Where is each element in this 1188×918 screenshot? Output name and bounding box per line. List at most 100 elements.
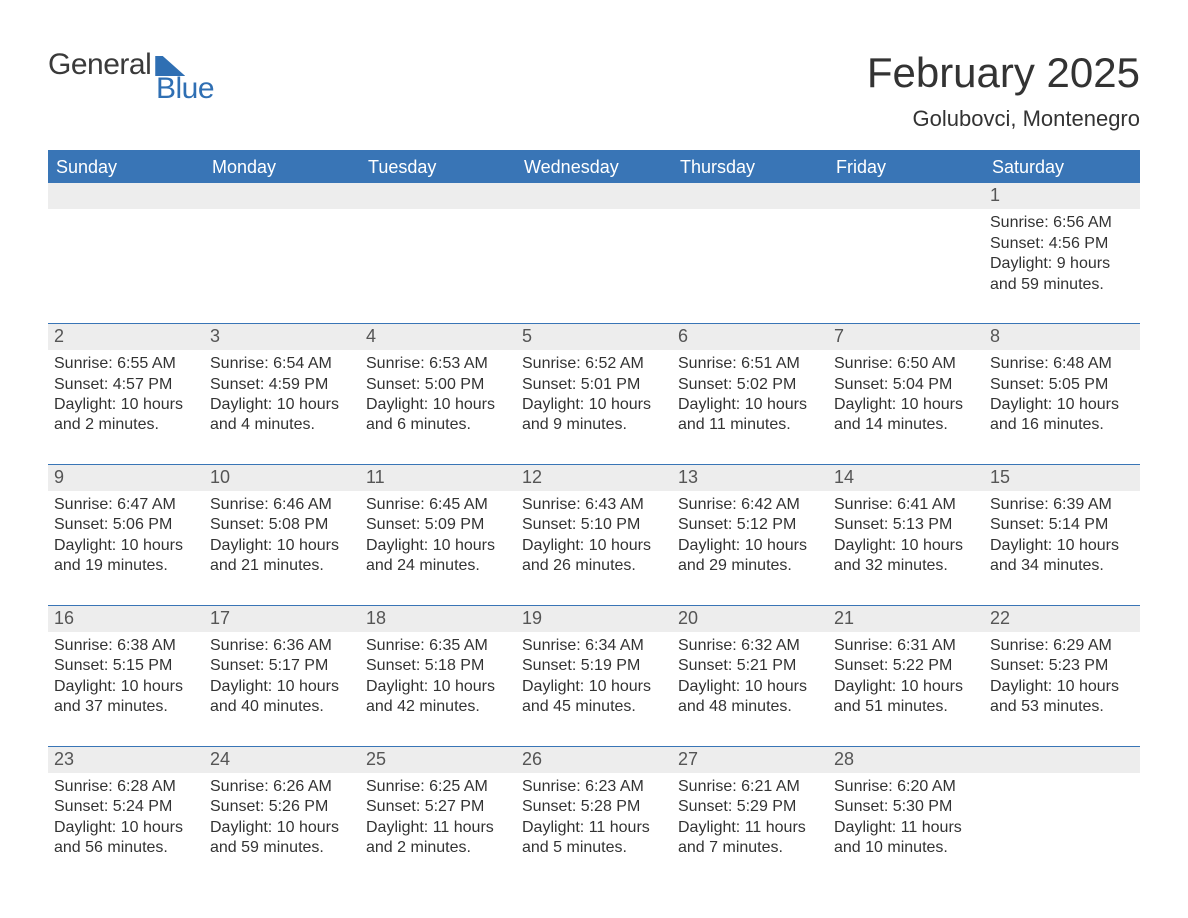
daylight-text: Daylight: 10 hours and 9 minutes. [522, 395, 666, 436]
day-detail-cell: Sunrise: 6:20 AMSunset: 5:30 PMDaylight:… [828, 773, 984, 867]
calendar-table: Sunday Monday Tuesday Wednesday Thursday… [48, 150, 1140, 866]
day-number-cell: 22 [984, 606, 1140, 632]
day-number-row: 1 [48, 183, 1140, 209]
day-number-cell: 26 [516, 747, 672, 773]
daylight-text: Daylight: 10 hours and 34 minutes. [990, 536, 1134, 577]
dow-sunday: Sunday [48, 151, 204, 183]
day-number-cell: 1 [984, 183, 1140, 209]
day-detail-cell: Sunrise: 6:51 AMSunset: 5:02 PMDaylight:… [672, 350, 828, 464]
daylight-text: Daylight: 11 hours and 5 minutes. [522, 818, 666, 859]
sunset-text: Sunset: 5:17 PM [210, 656, 354, 676]
sunrise-text: Sunrise: 6:34 AM [522, 636, 666, 656]
day-number-cell: 17 [204, 606, 360, 632]
sunrise-text: Sunrise: 6:26 AM [210, 777, 354, 797]
day-number-cell: 11 [360, 465, 516, 491]
day-number-cell: 20 [672, 606, 828, 632]
day-detail-cell: Sunrise: 6:52 AMSunset: 5:01 PMDaylight:… [516, 350, 672, 464]
day-number-cell: 12 [516, 465, 672, 491]
sunset-text: Sunset: 4:59 PM [210, 375, 354, 395]
day-detail-cell: Sunrise: 6:54 AMSunset: 4:59 PMDaylight:… [204, 350, 360, 464]
sunrise-text: Sunrise: 6:52 AM [522, 354, 666, 374]
sunset-text: Sunset: 5:09 PM [366, 515, 510, 535]
sunrise-text: Sunrise: 6:47 AM [54, 495, 198, 515]
calendar-body: 1Sunrise: 6:56 AMSunset: 4:56 PMDaylight… [48, 183, 1140, 866]
day-detail-row: Sunrise: 6:38 AMSunset: 5:15 PMDaylight:… [48, 632, 1140, 746]
title-block: February 2025 Golubovci, Montenegro [867, 50, 1140, 132]
day-number-cell: 25 [360, 747, 516, 773]
logo-text-general: General [48, 50, 151, 80]
day-detail-cell: Sunrise: 6:38 AMSunset: 5:15 PMDaylight:… [48, 632, 204, 746]
day-number-cell [360, 183, 516, 209]
day-detail-cell: Sunrise: 6:23 AMSunset: 5:28 PMDaylight:… [516, 773, 672, 867]
sunrise-text: Sunrise: 6:41 AM [834, 495, 978, 515]
sunset-text: Sunset: 5:15 PM [54, 656, 198, 676]
daylight-text: Daylight: 10 hours and 24 minutes. [366, 536, 510, 577]
sunrise-text: Sunrise: 6:32 AM [678, 636, 822, 656]
sunset-text: Sunset: 5:24 PM [54, 797, 198, 817]
day-number-cell: 4 [360, 324, 516, 350]
logo: General Blue [48, 50, 214, 104]
daylight-text: Daylight: 10 hours and 6 minutes. [366, 395, 510, 436]
sunset-text: Sunset: 4:57 PM [54, 375, 198, 395]
sunrise-text: Sunrise: 6:50 AM [834, 354, 978, 374]
day-number-cell: 3 [204, 324, 360, 350]
daylight-text: Daylight: 10 hours and 59 minutes. [210, 818, 354, 859]
day-number-cell: 15 [984, 465, 1140, 491]
day-detail-cell: Sunrise: 6:50 AMSunset: 5:04 PMDaylight:… [828, 350, 984, 464]
sunset-text: Sunset: 5:19 PM [522, 656, 666, 676]
day-number-cell: 10 [204, 465, 360, 491]
day-detail-cell: Sunrise: 6:43 AMSunset: 5:10 PMDaylight:… [516, 491, 672, 605]
daylight-text: Daylight: 10 hours and 45 minutes. [522, 677, 666, 718]
day-detail-row: Sunrise: 6:55 AMSunset: 4:57 PMDaylight:… [48, 350, 1140, 464]
header: General Blue February 2025 Golubovci, Mo… [48, 50, 1140, 132]
sunset-text: Sunset: 5:01 PM [522, 375, 666, 395]
day-detail-cell: Sunrise: 6:41 AMSunset: 5:13 PMDaylight:… [828, 491, 984, 605]
daylight-text: Daylight: 10 hours and 11 minutes. [678, 395, 822, 436]
dow-monday: Monday [204, 151, 360, 183]
day-detail-cell: Sunrise: 6:32 AMSunset: 5:21 PMDaylight:… [672, 632, 828, 746]
sunrise-text: Sunrise: 6:43 AM [522, 495, 666, 515]
day-detail-cell [360, 209, 516, 323]
dow-wednesday: Wednesday [516, 151, 672, 183]
day-number-cell [204, 183, 360, 209]
location: Golubovci, Montenegro [867, 106, 1140, 132]
day-detail-row: Sunrise: 6:47 AMSunset: 5:06 PMDaylight:… [48, 491, 1140, 605]
sunrise-text: Sunrise: 6:53 AM [366, 354, 510, 374]
day-number-cell: 27 [672, 747, 828, 773]
daylight-text: Daylight: 10 hours and 56 minutes. [54, 818, 198, 859]
day-number-cell: 2 [48, 324, 204, 350]
sunrise-text: Sunrise: 6:36 AM [210, 636, 354, 656]
daylight-text: Daylight: 10 hours and 19 minutes. [54, 536, 198, 577]
daylight-text: Daylight: 10 hours and 21 minutes. [210, 536, 354, 577]
sunrise-text: Sunrise: 6:31 AM [834, 636, 978, 656]
daylight-text: Daylight: 10 hours and 42 minutes. [366, 677, 510, 718]
sunset-text: Sunset: 5:05 PM [990, 375, 1134, 395]
daylight-text: Daylight: 10 hours and 29 minutes. [678, 536, 822, 577]
day-number-cell: 7 [828, 324, 984, 350]
dow-friday: Friday [828, 151, 984, 183]
day-detail-cell [48, 209, 204, 323]
day-detail-cell: Sunrise: 6:42 AMSunset: 5:12 PMDaylight:… [672, 491, 828, 605]
sunset-text: Sunset: 5:23 PM [990, 656, 1134, 676]
sunset-text: Sunset: 5:04 PM [834, 375, 978, 395]
day-number-cell: 16 [48, 606, 204, 632]
day-number-cell: 18 [360, 606, 516, 632]
day-number-cell: 13 [672, 465, 828, 491]
sunset-text: Sunset: 5:28 PM [522, 797, 666, 817]
sunset-text: Sunset: 4:56 PM [990, 234, 1134, 254]
sunrise-text: Sunrise: 6:21 AM [678, 777, 822, 797]
day-number-cell [516, 183, 672, 209]
dow-saturday: Saturday [984, 151, 1140, 183]
day-detail-row: Sunrise: 6:56 AMSunset: 4:56 PMDaylight:… [48, 209, 1140, 323]
day-detail-cell: Sunrise: 6:48 AMSunset: 5:05 PMDaylight:… [984, 350, 1140, 464]
sunset-text: Sunset: 5:26 PM [210, 797, 354, 817]
daylight-text: Daylight: 10 hours and 2 minutes. [54, 395, 198, 436]
day-detail-row: Sunrise: 6:28 AMSunset: 5:24 PMDaylight:… [48, 773, 1140, 867]
day-number-cell: 8 [984, 324, 1140, 350]
daylight-text: Daylight: 11 hours and 10 minutes. [834, 818, 978, 859]
sunrise-text: Sunrise: 6:56 AM [990, 213, 1134, 233]
day-detail-cell [828, 209, 984, 323]
daylight-text: Daylight: 10 hours and 14 minutes. [834, 395, 978, 436]
day-number-cell: 5 [516, 324, 672, 350]
day-number-row: 9101112131415 [48, 465, 1140, 491]
